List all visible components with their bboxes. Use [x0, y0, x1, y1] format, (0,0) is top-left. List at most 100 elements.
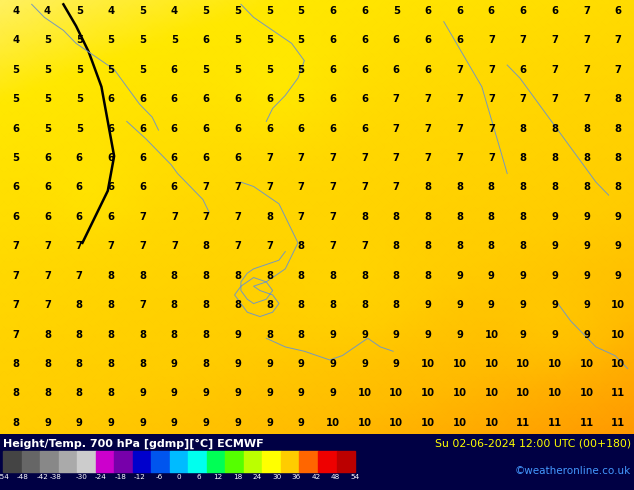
Text: 6: 6	[139, 182, 146, 193]
Text: -30: -30	[75, 474, 87, 480]
Text: 8: 8	[583, 182, 590, 193]
Text: 8: 8	[456, 212, 463, 222]
Text: 6: 6	[139, 123, 146, 134]
Text: 8: 8	[424, 212, 432, 222]
Text: 9: 9	[552, 212, 558, 222]
Text: 9: 9	[235, 359, 241, 369]
Text: 7: 7	[520, 94, 526, 104]
Text: 8: 8	[171, 330, 178, 340]
Text: 8: 8	[329, 270, 337, 281]
Text: 8: 8	[44, 330, 51, 340]
Text: 6: 6	[234, 153, 242, 163]
Text: 7: 7	[235, 212, 241, 222]
Text: 6: 6	[361, 6, 368, 16]
Text: 8: 8	[551, 153, 559, 163]
Text: 10: 10	[484, 359, 498, 369]
Text: 7: 7	[298, 153, 304, 163]
Text: 6: 6	[12, 123, 20, 134]
Text: 8: 8	[392, 300, 400, 310]
Text: 8: 8	[75, 359, 83, 369]
Text: 8: 8	[202, 330, 210, 340]
Text: 8: 8	[488, 241, 495, 251]
Text: 8: 8	[424, 270, 432, 281]
Text: 7: 7	[361, 241, 368, 251]
Text: 6: 6	[519, 65, 527, 74]
Text: 6: 6	[519, 6, 527, 16]
Text: 5: 5	[12, 153, 20, 163]
Text: 5: 5	[234, 65, 242, 74]
Text: 6: 6	[202, 153, 210, 163]
Text: 8: 8	[519, 182, 527, 193]
Text: 6: 6	[329, 35, 337, 45]
Text: 7: 7	[393, 153, 399, 163]
Text: 8: 8	[266, 270, 273, 281]
Text: 5: 5	[392, 6, 400, 16]
Text: 6: 6	[424, 35, 432, 45]
Text: 8: 8	[107, 359, 115, 369]
Text: ©weatheronline.co.uk: ©weatheronline.co.uk	[515, 466, 631, 476]
Text: 7: 7	[44, 300, 51, 310]
Text: 7: 7	[108, 241, 114, 251]
Text: 7: 7	[615, 35, 621, 45]
Text: 9: 9	[44, 418, 51, 428]
Text: 7: 7	[552, 94, 558, 104]
Text: 8: 8	[519, 123, 527, 134]
Text: 5: 5	[75, 6, 83, 16]
Text: 7: 7	[13, 241, 19, 251]
Text: 5: 5	[202, 65, 210, 74]
Bar	[170, 451, 188, 472]
Text: 10: 10	[611, 330, 625, 340]
Bar	[244, 451, 262, 472]
Text: -42: -42	[36, 474, 48, 480]
Text: 8: 8	[614, 182, 622, 193]
Text: 8: 8	[614, 123, 622, 134]
Text: 8: 8	[202, 241, 210, 251]
Text: 8: 8	[297, 300, 305, 310]
Text: 9: 9	[171, 389, 178, 398]
Text: 8: 8	[107, 389, 115, 398]
Text: 7: 7	[235, 241, 241, 251]
Text: 7: 7	[425, 153, 431, 163]
Text: 6: 6	[361, 35, 368, 45]
Text: 7: 7	[520, 35, 526, 45]
Text: 8: 8	[614, 94, 622, 104]
Text: 9: 9	[552, 270, 558, 281]
Bar	[3, 451, 22, 472]
Text: 6: 6	[171, 182, 178, 193]
Text: 6: 6	[456, 35, 463, 45]
Text: 48: 48	[331, 474, 340, 480]
Text: 9: 9	[76, 418, 82, 428]
Text: 7: 7	[393, 182, 399, 193]
Text: 6: 6	[329, 123, 337, 134]
Text: 11: 11	[611, 389, 625, 398]
Bar	[262, 451, 281, 472]
Text: 8: 8	[12, 359, 20, 369]
Text: 6: 6	[329, 94, 337, 104]
Text: 7: 7	[235, 182, 241, 193]
Text: 6: 6	[361, 123, 368, 134]
Text: 12: 12	[214, 474, 223, 480]
Text: 6: 6	[266, 123, 273, 134]
Text: 8: 8	[44, 389, 51, 398]
Text: 4: 4	[171, 6, 178, 16]
Text: 8: 8	[519, 241, 527, 251]
Text: 6: 6	[392, 35, 400, 45]
Text: 8: 8	[392, 241, 400, 251]
Text: 8: 8	[75, 330, 83, 340]
Text: 9: 9	[203, 389, 209, 398]
Text: 7: 7	[330, 212, 336, 222]
Text: 6: 6	[139, 153, 146, 163]
Text: 7: 7	[425, 123, 431, 134]
Text: 7: 7	[13, 270, 19, 281]
Text: 8: 8	[107, 330, 115, 340]
Text: 8: 8	[107, 300, 115, 310]
Bar	[299, 451, 318, 472]
Text: 9: 9	[235, 418, 241, 428]
Text: 7: 7	[393, 94, 399, 104]
Text: 9: 9	[235, 330, 241, 340]
Text: 5: 5	[44, 35, 51, 45]
Text: 9: 9	[425, 330, 431, 340]
Text: 10: 10	[484, 330, 498, 340]
Text: 7: 7	[583, 65, 590, 74]
Text: Height/Temp. 700 hPa [gdmp][°C] ECMWF: Height/Temp. 700 hPa [gdmp][°C] ECMWF	[3, 438, 264, 448]
